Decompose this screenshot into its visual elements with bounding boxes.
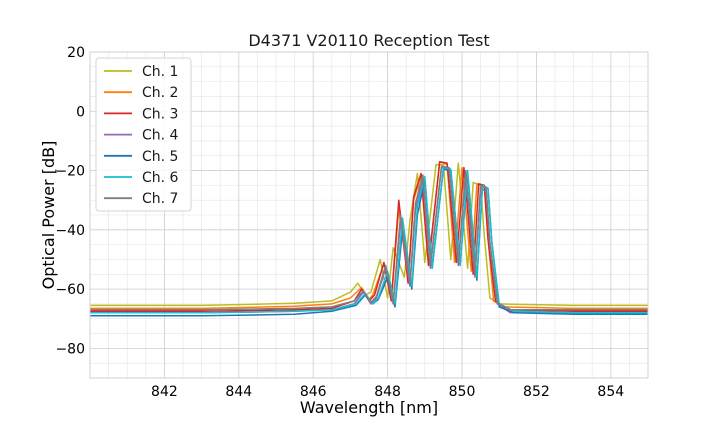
y-tick-label: 0 xyxy=(76,104,85,120)
x-tick-label: 848 xyxy=(374,384,401,400)
y-tick-label: −20 xyxy=(55,164,85,180)
x-tick-label: 852 xyxy=(523,384,550,400)
legend: Ch. 1 Ch. 2 Ch. 3 Ch. 4 Ch. 5 Ch. 6 Ch. 7 xyxy=(95,57,192,212)
y-tick-label: −80 xyxy=(55,341,85,357)
legend-label-ch-5: Ch. 5 xyxy=(142,149,178,165)
legend-label-ch-7: Ch. 7 xyxy=(142,191,178,207)
x-tick-labels: 842 844 846 848 850 852 854 xyxy=(151,384,624,400)
series-line-ch-7 xyxy=(90,165,648,311)
y-tick-labels: 20 0 −20 −40 −60 −80 xyxy=(55,45,85,357)
series-line-ch-1 xyxy=(90,162,648,307)
plot-frame xyxy=(89,51,649,379)
series-line-ch-3 xyxy=(90,160,648,313)
x-tick-label: 850 xyxy=(449,384,476,400)
y-tick-label: −40 xyxy=(55,223,85,239)
series-lines xyxy=(90,160,648,317)
legend-box xyxy=(95,57,192,212)
y-tick-label: 20 xyxy=(67,45,85,61)
legend-label-ch-1: Ch. 1 xyxy=(142,64,178,80)
x-tick-label: 844 xyxy=(225,384,252,400)
legend-label-ch-2: Ch. 2 xyxy=(142,85,178,101)
y-axis-label: Optical Power [dB] xyxy=(39,141,58,290)
y-tick-label: −60 xyxy=(55,282,85,298)
x-tick-label: 846 xyxy=(300,384,327,400)
x-axis-label: Wavelength [nm] xyxy=(300,398,438,417)
legend-label-ch-4: Ch. 4 xyxy=(142,128,179,144)
legend-label-ch-3: Ch. 3 xyxy=(142,106,178,122)
x-tick-label: 854 xyxy=(597,384,624,400)
legend-label-ch-6: Ch. 6 xyxy=(142,170,179,186)
x-tick-label: 842 xyxy=(151,384,178,400)
series-line-ch-6 xyxy=(90,166,648,314)
chart-title: D4371 V20110 Reception Test xyxy=(248,31,489,50)
